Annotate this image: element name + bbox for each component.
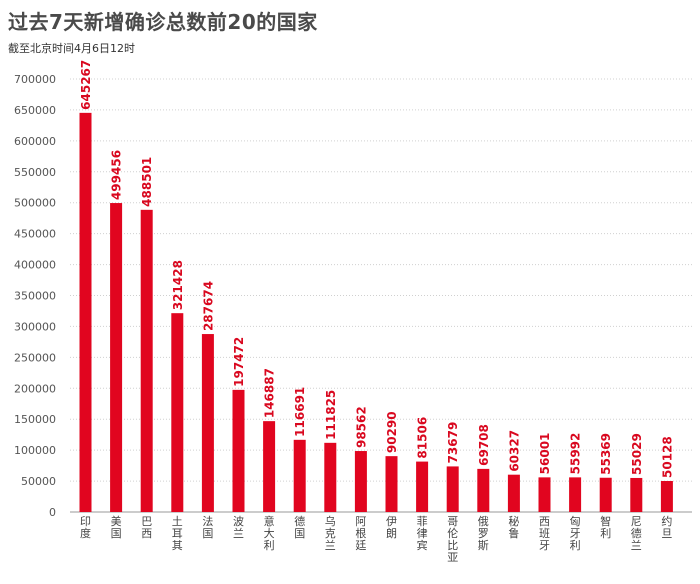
bar [110, 203, 123, 512]
value-label: 56001 [538, 433, 552, 475]
value-label: 146887 [263, 368, 277, 418]
x-tick-label: 约旦 [661, 515, 672, 540]
bar [171, 313, 184, 512]
x-tick-label: 俄罗斯 [478, 515, 489, 552]
bar [385, 456, 398, 512]
value-label: 287674 [201, 281, 215, 331]
x-tick-label: 土耳其 [172, 515, 183, 552]
chart-title: 过去7天新增确诊总数前20的国家 [8, 10, 318, 34]
bar [140, 209, 153, 512]
value-labels: 645267 499456 488501 321428 287674 197472 1468… [79, 60, 674, 478]
x-tick-label: 法国 [202, 514, 213, 540]
y-tick-label: 0 [49, 506, 56, 519]
value-label: 55369 [599, 433, 613, 475]
y-tick-label: 600000 [14, 135, 56, 148]
y-tick-label: 200000 [14, 382, 56, 395]
value-label: 55029 [630, 433, 644, 475]
y-tick-label: 100000 [14, 444, 56, 457]
bar [79, 112, 92, 513]
bar [293, 439, 306, 512]
y-tick-label: 150000 [14, 413, 56, 426]
value-label: 50128 [660, 436, 674, 478]
y-tick-label: 250000 [14, 351, 56, 364]
x-tick-label: 阿根廷 [355, 515, 366, 552]
x-tick-label: 德国 [294, 514, 305, 540]
x-tick-label: 西班牙 [539, 515, 550, 552]
y-tick-label: 550000 [14, 166, 56, 179]
bar [263, 421, 276, 512]
value-label: 111825 [324, 390, 338, 440]
bar [507, 474, 520, 512]
bar [232, 389, 245, 512]
x-tick-label: 尼德兰 [631, 515, 642, 552]
value-label: 81506 [416, 417, 430, 459]
x-tick-label: 印度 [80, 515, 91, 540]
x-tick-label: 乌克兰 [325, 514, 336, 552]
bars [79, 112, 673, 513]
bar [446, 466, 459, 512]
y-tick-label: 50000 [21, 475, 56, 488]
value-label: 90290 [385, 411, 399, 453]
x-tick-label: 秘鲁 [508, 514, 519, 540]
x-tick-label: 哥伦比亚 [447, 515, 458, 564]
bar [416, 461, 429, 512]
value-label: 69708 [477, 424, 491, 466]
value-label: 73679 [446, 422, 460, 464]
bar [324, 442, 337, 512]
bar [569, 477, 582, 512]
value-label: 116691 [293, 387, 307, 437]
value-label: 98562 [354, 406, 368, 448]
y-tick-label: 500000 [14, 197, 56, 210]
x-tick-label: 美国 [111, 515, 122, 540]
chart-subtitle: 截至北京时间4月6日12时 [8, 42, 135, 55]
value-label: 60327 [507, 430, 521, 472]
bar [630, 477, 643, 512]
x-tick-label: 伊朗 [386, 515, 397, 540]
y-tick-label: 300000 [14, 320, 56, 333]
y-tick-label: 650000 [14, 104, 56, 117]
value-label: 499456 [110, 150, 124, 200]
x-tick-label: 智利 [600, 514, 611, 540]
y-tick-label: 700000 [14, 73, 56, 86]
value-label: 197472 [232, 337, 246, 387]
value-label: 321428 [171, 260, 185, 310]
bar [354, 451, 367, 512]
value-label: 55992 [569, 433, 583, 475]
value-label: 645267 [79, 60, 93, 110]
value-label: 488501 [140, 157, 154, 207]
y-axis: 0 50000 100000 150000 200000 250000 300000 3500… [14, 73, 56, 519]
x-tick-label: 菲律宾 [417, 515, 428, 552]
x-tick-label: 波兰 [233, 515, 244, 540]
bar [660, 480, 673, 512]
x-tick-label: 巴西 [141, 515, 152, 540]
bar [538, 477, 551, 512]
x-tick-label: 匈牙利 [570, 514, 581, 552]
bar [201, 334, 214, 512]
y-tick-label: 450000 [14, 228, 56, 241]
bar [477, 468, 490, 512]
y-tick-label: 350000 [14, 290, 56, 303]
bar [599, 477, 612, 512]
x-tick-label: 意大利 [264, 514, 275, 552]
y-tick-label: 400000 [14, 259, 56, 272]
